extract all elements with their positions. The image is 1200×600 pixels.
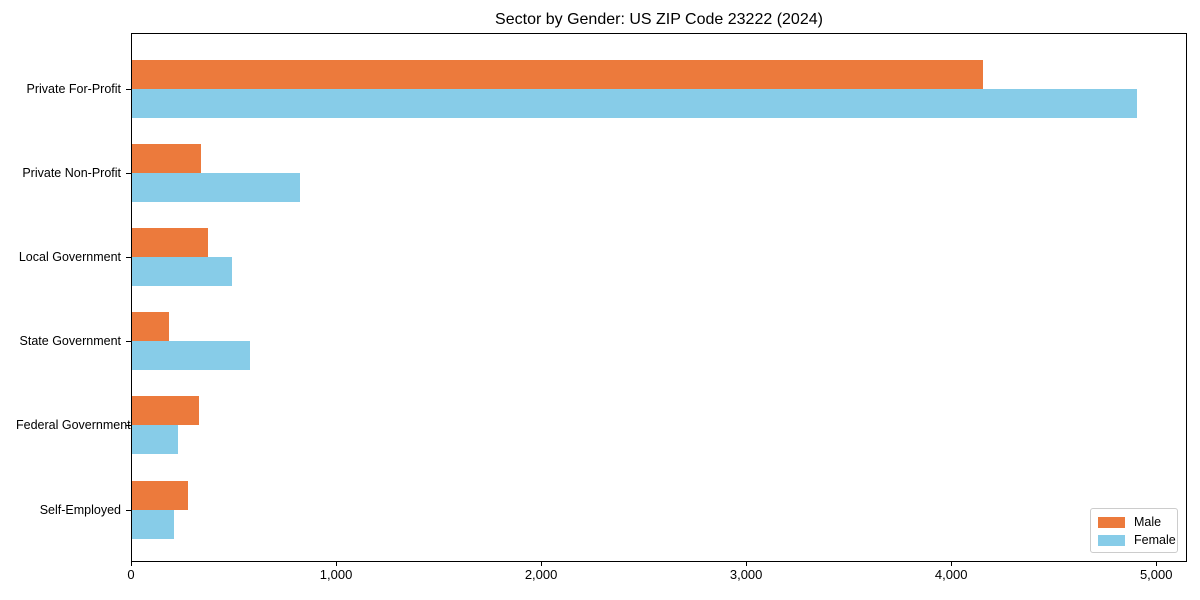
legend: Male Female — [1090, 508, 1178, 553]
x-tick-mark — [1155, 562, 1157, 566]
bar-male-self-employed — [132, 480, 189, 510]
y-tick-mark — [126, 256, 131, 258]
x-tick-label-2-000: 2,000 — [524, 567, 558, 582]
category-label-state-government: State Government — [19, 334, 121, 349]
x-tick-label-4-000: 4,000 — [934, 567, 968, 582]
bar-female-local-government — [132, 256, 233, 286]
bar-male-private-for-profit — [132, 59, 983, 89]
x-tick-mark — [335, 562, 337, 566]
legend-label-female: Female — [1134, 533, 1176, 547]
bar-female-state-government — [132, 341, 250, 371]
legend-swatch-male — [1098, 516, 1125, 528]
category-label-federal-government: Federal Government — [16, 418, 131, 433]
x-tick-mark — [540, 562, 542, 566]
category-label-private-non-profit: Private Non-Profit — [22, 165, 121, 180]
x-tick-label-1-000: 1,000 — [319, 567, 353, 582]
category-label-self-employed: Self-Employed — [39, 502, 121, 517]
bar-male-state-government — [132, 312, 169, 342]
x-tick-mark — [950, 562, 952, 566]
legend-item-male: Male — [1098, 514, 1170, 530]
bar-female-private-non-profit — [132, 172, 301, 202]
x-tick-label-0: 0 — [127, 567, 135, 582]
bar-male-federal-government — [132, 396, 199, 426]
bar-male-private-non-profit — [132, 143, 201, 173]
bar-male-local-government — [132, 227, 208, 257]
bar-female-federal-government — [132, 425, 179, 455]
y-tick-mark — [126, 509, 131, 511]
y-tick-mark — [126, 172, 131, 174]
y-tick-mark — [126, 88, 131, 90]
plot-area — [131, 33, 1187, 562]
x-tick-mark — [130, 562, 132, 566]
x-tick-mark — [745, 562, 747, 566]
legend-swatch-female — [1098, 534, 1125, 546]
x-tick-label-5-000: 5,000 — [1139, 567, 1173, 582]
y-tick-mark — [126, 341, 131, 343]
bar-female-self-employed — [132, 509, 175, 539]
x-tick-label-3-000: 3,000 — [729, 567, 763, 582]
y-tick-mark — [126, 425, 131, 427]
legend-label-male: Male — [1134, 515, 1162, 529]
category-label-private-for-profit: Private For-Profit — [26, 81, 121, 96]
bar-female-private-for-profit — [132, 88, 1137, 118]
category-label-local-government: Local Government — [18, 249, 121, 264]
chart-title: Sector by Gender: US ZIP Code 23222 (202… — [495, 11, 823, 28]
legend-item-female: Female — [1098, 532, 1176, 548]
